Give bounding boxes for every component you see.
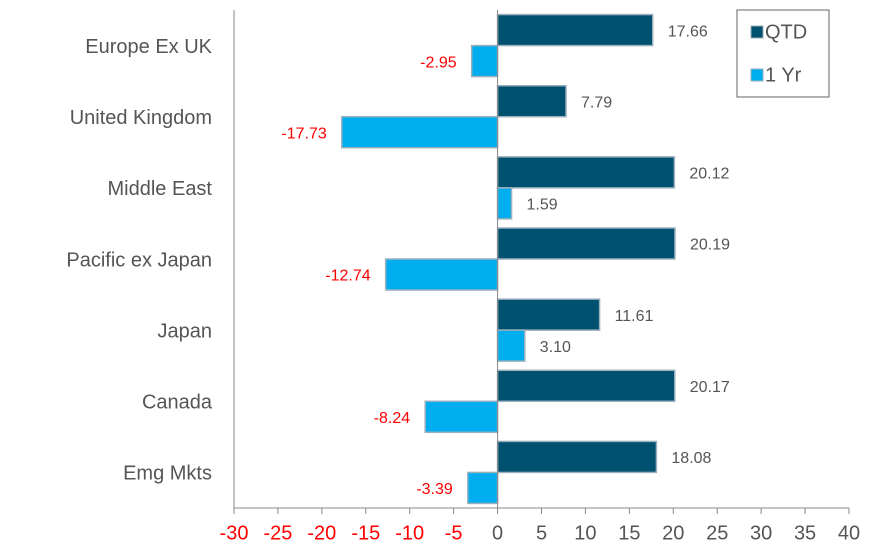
bar — [384, 258, 499, 291]
x-tick-label: 30 — [750, 522, 772, 544]
x-tick-label: 5 — [536, 522, 547, 544]
x-tick-label: 40 — [838, 522, 860, 544]
category-label: Japan — [158, 320, 213, 342]
x-tick-label: 15 — [618, 522, 640, 544]
value-label: -8.24 — [374, 410, 411, 427]
bar — [424, 400, 499, 434]
value-label: -2.95 — [420, 54, 457, 71]
bar — [496, 369, 676, 403]
value-label: -12.74 — [325, 268, 370, 285]
category-label: Canada — [142, 392, 213, 414]
value-label: -17.73 — [281, 125, 326, 142]
value-label: 20.17 — [690, 379, 730, 396]
bar — [341, 115, 499, 149]
legend-label: QTD — [765, 21, 807, 43]
x-tick-label: -30 — [220, 522, 249, 544]
bar — [470, 44, 499, 78]
x-tick-label: 25 — [706, 522, 728, 544]
category-label: Middle East — [108, 178, 213, 200]
bar — [496, 13, 654, 47]
value-label: 1.59 — [527, 197, 558, 214]
x-tick-label: -5 — [445, 522, 463, 544]
value-label: 17.66 — [668, 23, 708, 40]
x-tick-label: -15 — [351, 522, 380, 544]
category-label: Europe Ex UK — [85, 36, 212, 58]
bar — [496, 156, 676, 189]
value-label: 20.19 — [690, 237, 730, 254]
x-tick-label: 35 — [794, 522, 816, 544]
legend-box — [736, 9, 830, 98]
bar — [467, 471, 499, 505]
category-label: Emg Mkts — [123, 463, 212, 485]
legend-swatch — [750, 25, 764, 39]
x-tick-label: -20 — [307, 522, 336, 544]
legend-swatch — [750, 68, 764, 82]
value-label: -3.39 — [416, 481, 453, 498]
bar — [496, 187, 513, 220]
value-label: 18.08 — [671, 450, 711, 467]
legend-label: 1 Yr — [765, 64, 802, 86]
category-label: United Kingdom — [70, 107, 212, 129]
value-label: 20.12 — [689, 166, 729, 183]
bar — [496, 227, 676, 260]
bar — [496, 298, 601, 331]
x-tick-label: 0 — [492, 522, 503, 544]
x-tick-label: 10 — [574, 522, 596, 544]
x-tick-label: 20 — [662, 522, 684, 544]
x-tick-label: -10 — [395, 522, 424, 544]
bar — [496, 440, 658, 474]
bar — [496, 84, 567, 118]
x-tick-label: -25 — [263, 522, 292, 544]
bar — [496, 329, 526, 362]
value-label: 3.10 — [540, 339, 571, 356]
value-label: 11.61 — [615, 308, 654, 325]
value-label: 7.79 — [581, 94, 612, 111]
category-label: Pacific ex Japan — [66, 249, 212, 271]
